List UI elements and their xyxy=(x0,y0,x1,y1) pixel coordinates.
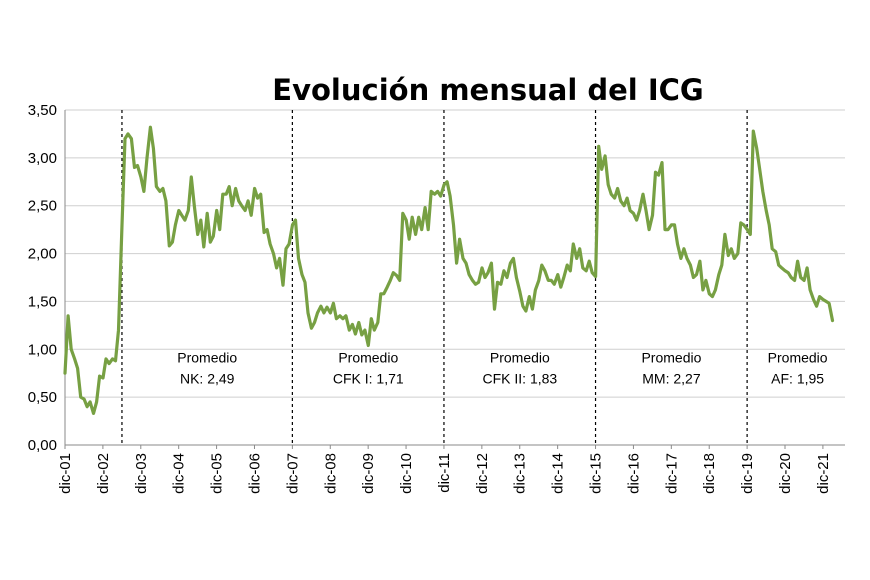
y-tick-label: 1,50 xyxy=(28,293,57,310)
x-tick-label: dic-04 xyxy=(171,453,188,494)
x-tick-label: dic-16 xyxy=(625,453,642,494)
annotation-heading: Promedio xyxy=(641,350,701,366)
x-tick-label: dic-20 xyxy=(777,453,794,494)
x-tick-label: dic-09 xyxy=(360,453,377,494)
x-tick-label: dic-18 xyxy=(701,453,718,494)
y-tick-label: 0,00 xyxy=(28,437,57,454)
y-tick-label: 3,50 xyxy=(28,102,57,119)
x-tick-label: dic-10 xyxy=(398,453,415,494)
annotation-average: MM: 2,27 xyxy=(642,371,701,387)
axes xyxy=(64,110,845,446)
y-tick-label: 2,50 xyxy=(28,198,57,215)
x-tick-label: dic-19 xyxy=(739,453,756,494)
x-tick-label: dic-07 xyxy=(284,453,301,494)
x-tick-label: dic-11 xyxy=(436,453,453,493)
series-layer xyxy=(63,125,835,415)
annotation-average: CFK I: 1,71 xyxy=(333,371,404,387)
chart-title: Evolución mensual del ICG xyxy=(272,73,703,107)
x-tick-label: dic-01 xyxy=(57,453,74,494)
x-tick-labels: dic-01 dic-02 dic-03 dic-04 dic-05 dic-06 dic-… xyxy=(57,445,832,494)
annotation-heading: Promedio xyxy=(490,350,550,366)
x-tick-label: dic-14 xyxy=(550,453,567,494)
x-tick-label: dic-21 xyxy=(815,453,832,494)
x-tick-label: dic-03 xyxy=(133,453,150,494)
x-tick-label: dic-12 xyxy=(474,453,491,494)
y-tick-label: 0,50 xyxy=(28,389,57,406)
annotation-average: CFK II: 1,83 xyxy=(483,371,558,387)
y-tick-label: 3,00 xyxy=(28,150,57,167)
annotation-heading: Promedio xyxy=(338,350,398,366)
x-tick-label: dic-06 xyxy=(246,453,263,494)
y-tick-label: 1,00 xyxy=(28,341,57,358)
annotation-heading: Promedio xyxy=(768,350,828,366)
x-tick-label: dic-02 xyxy=(95,453,112,494)
annotation-average: NK: 2,49 xyxy=(180,371,235,387)
period-dividers xyxy=(121,110,748,445)
period-annotations: Promedio NK: 2,49 Promedio CFK I: 1,71 Prome… xyxy=(177,350,828,387)
annotation-average: AF: 1,95 xyxy=(771,371,824,387)
y-tick-label: 2,00 xyxy=(28,246,57,263)
annotation-heading: Promedio xyxy=(177,350,237,366)
x-tick-label: dic-13 xyxy=(512,453,529,494)
x-tick-label: dic-05 xyxy=(209,453,226,494)
x-tick-label: dic-17 xyxy=(663,453,680,494)
y-tick-labels: 0,00 0,50 1,00 1,50 2,00 2,50 3,00 3,50 xyxy=(28,102,57,454)
x-tick-label: dic-15 xyxy=(588,453,605,494)
series-line-icg xyxy=(63,125,835,415)
x-tick-label: dic-08 xyxy=(322,453,339,494)
